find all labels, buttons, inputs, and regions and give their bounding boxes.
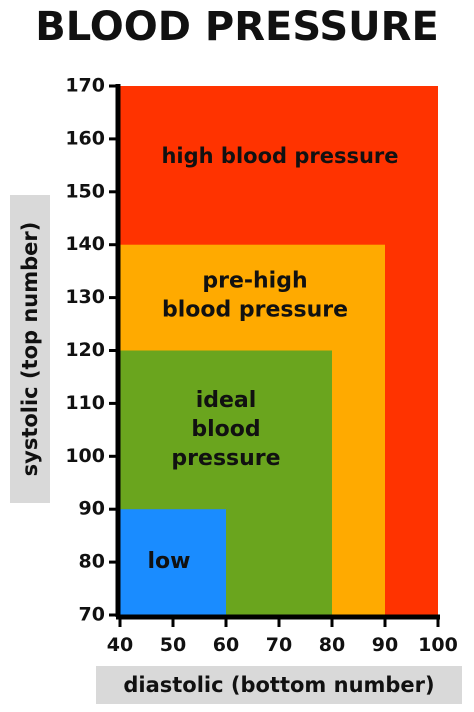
region-label-2-line-2: pressure — [171, 446, 280, 471]
x-tick-label-100: 100 — [418, 634, 458, 656]
chart-title: BLOOD PRESSURE — [35, 4, 439, 50]
y-tick-label-120: 120 — [65, 339, 105, 361]
x-axis-label-background — [96, 666, 462, 704]
y-tick-label-80: 80 — [79, 551, 105, 573]
region-3 — [120, 509, 226, 615]
y-tick-label-150: 150 — [65, 180, 105, 202]
region-label-0-line-0: high blood pressure — [161, 144, 398, 168]
region-label-1-line-1: blood pressure — [162, 298, 348, 323]
y-tick-label-170: 170 — [65, 75, 105, 97]
x-axis-label: diastolic (bottom number) — [123, 673, 435, 697]
region-labels-layer: high blood pressure pre-high blood pressur… — [148, 144, 399, 574]
x-tick-label-50: 50 — [160, 634, 186, 656]
region-label-2-line-0: ideal — [196, 388, 257, 413]
y-tick-label-160: 160 — [65, 127, 105, 149]
y-tick-label-70: 70 — [79, 604, 105, 626]
x-tick-label-40: 40 — [107, 634, 133, 656]
axes-layer: 70 80 90 100 110 120 130 140 150 160 170 40 50 60 70 80… — [65, 75, 458, 657]
y-tick-label-140: 140 — [65, 233, 105, 255]
x-tick-label-80: 80 — [319, 634, 345, 656]
x-tick-label-90: 90 — [372, 634, 398, 656]
y-axis-label-background — [10, 195, 50, 503]
y-tick-label-110: 110 — [65, 392, 105, 414]
x-tick-label-70: 70 — [266, 634, 292, 656]
y-tick-label-130: 130 — [65, 286, 105, 308]
region-label-3-line-0: low — [148, 549, 191, 574]
region-label-2-line-1: blood — [191, 417, 260, 442]
region-label-1-line-0: pre-high — [202, 269, 307, 294]
y-tick-label-90: 90 — [79, 498, 105, 520]
regions-layer — [120, 86, 438, 615]
x-tick-label-60: 60 — [213, 634, 239, 656]
y-tick-label-100: 100 — [65, 445, 105, 467]
